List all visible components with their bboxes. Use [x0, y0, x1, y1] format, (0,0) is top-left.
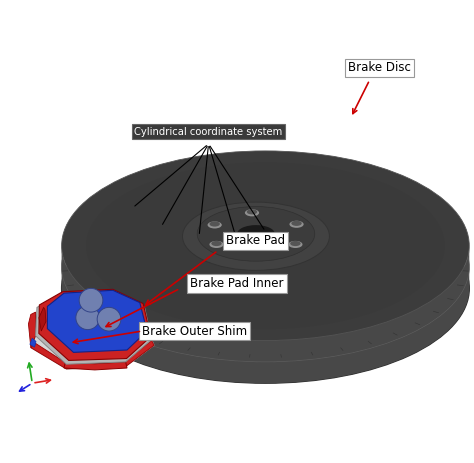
Text: Brake Outer Shim: Brake Outer Shim [142, 325, 247, 338]
Ellipse shape [247, 209, 257, 214]
Text: Brake Pad: Brake Pad [227, 234, 285, 248]
Ellipse shape [245, 209, 259, 216]
Polygon shape [28, 312, 36, 348]
Text: Cylindrical coordinate system: Cylindrical coordinate system [135, 127, 283, 137]
Ellipse shape [237, 225, 275, 243]
Ellipse shape [288, 241, 302, 248]
Ellipse shape [290, 221, 304, 228]
Polygon shape [31, 326, 154, 369]
Ellipse shape [211, 241, 222, 246]
Ellipse shape [62, 194, 469, 383]
Polygon shape [62, 246, 469, 383]
Ellipse shape [86, 163, 445, 329]
Ellipse shape [62, 151, 469, 340]
Polygon shape [39, 289, 151, 360]
Ellipse shape [182, 202, 329, 270]
Ellipse shape [210, 241, 224, 248]
Ellipse shape [210, 221, 220, 226]
Polygon shape [47, 290, 147, 352]
Ellipse shape [290, 241, 301, 246]
Circle shape [76, 306, 100, 330]
Polygon shape [36, 293, 152, 364]
Polygon shape [31, 340, 154, 369]
Ellipse shape [197, 206, 315, 261]
Ellipse shape [292, 221, 302, 226]
Ellipse shape [208, 221, 222, 228]
Circle shape [79, 288, 103, 312]
Circle shape [97, 307, 121, 331]
Polygon shape [39, 307, 46, 331]
Polygon shape [64, 362, 127, 370]
Text: Brake Disc: Brake Disc [348, 62, 410, 75]
Text: Brake Pad Inner: Brake Pad Inner [190, 277, 284, 290]
Polygon shape [30, 338, 36, 347]
